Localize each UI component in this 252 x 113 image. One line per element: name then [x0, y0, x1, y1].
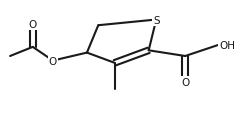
- Text: O: O: [29, 19, 37, 29]
- Text: O: O: [49, 56, 57, 66]
- Text: O: O: [181, 78, 189, 87]
- Text: OH: OH: [219, 40, 235, 50]
- Text: S: S: [153, 15, 160, 25]
